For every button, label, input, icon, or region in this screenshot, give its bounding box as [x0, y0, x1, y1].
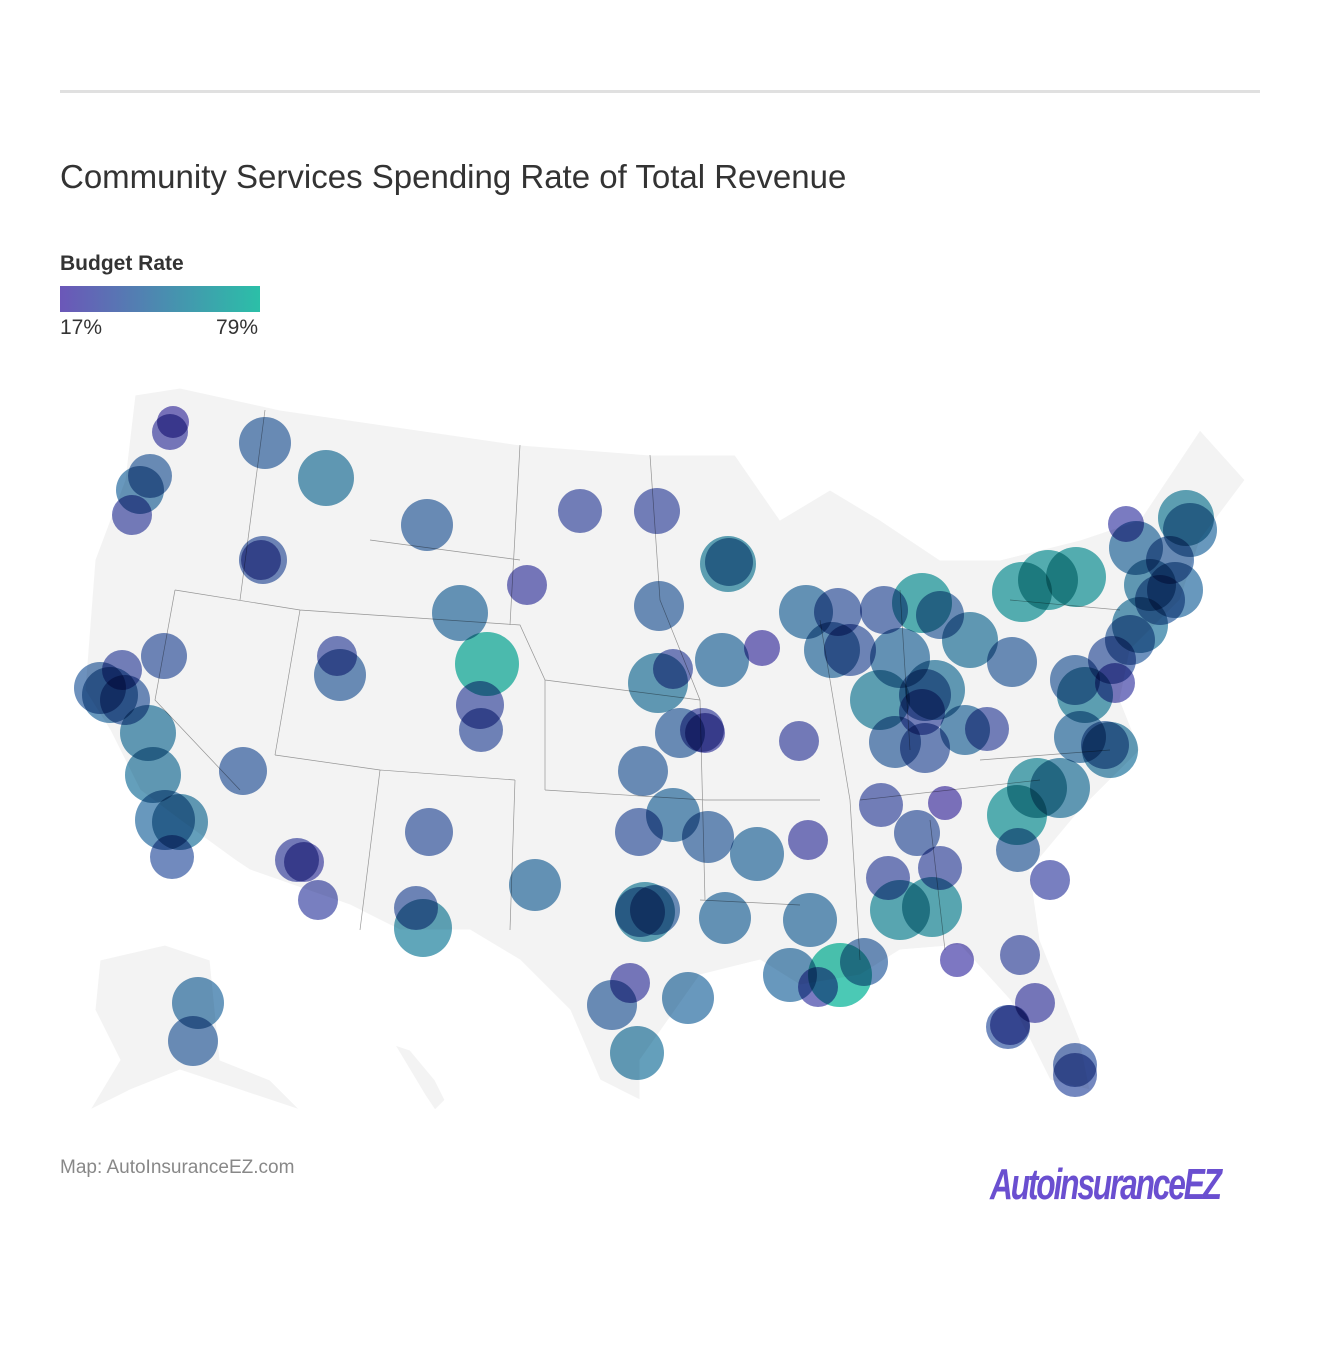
city-bubble[interactable] [507, 565, 547, 605]
city-bubble[interactable] [405, 808, 453, 856]
city-bubble[interactable] [859, 783, 903, 827]
city-bubble[interactable] [788, 820, 828, 860]
city-bubble[interactable] [239, 417, 291, 469]
city-bubble[interactable] [141, 633, 187, 679]
city-bubble[interactable] [902, 877, 962, 937]
city-bubble[interactable] [1046, 547, 1106, 607]
city-bubble[interactable] [662, 972, 714, 1024]
city-bubble[interactable] [900, 723, 950, 773]
city-bubble[interactable] [509, 859, 561, 911]
city-bubble[interactable] [112, 495, 152, 535]
city-bubble[interactable] [730, 827, 784, 881]
legend-color-bar [60, 286, 260, 312]
divider [60, 90, 1260, 93]
city-bubble[interactable] [618, 746, 668, 796]
city-bubble[interactable] [558, 489, 602, 533]
city-bubble[interactable] [685, 713, 725, 753]
city-bubble[interactable] [630, 885, 680, 935]
map-source: Map: AutoInsuranceEZ.com [60, 1157, 295, 1178]
city-bubble[interactable] [152, 414, 188, 450]
city-bubble[interactable] [1057, 667, 1113, 723]
city-bubble[interactable] [219, 747, 267, 795]
city-bubble[interactable] [394, 899, 452, 957]
city-bubble[interactable] [990, 1005, 1030, 1045]
city-bubble[interactable] [699, 892, 751, 944]
city-bubble[interactable] [610, 1026, 664, 1080]
brand-logo: AutoinsuranceEZ [990, 1160, 1222, 1209]
legend-max-label: 79% [216, 316, 259, 339]
city-bubble[interactable] [150, 835, 194, 879]
city-bubble[interactable] [682, 811, 734, 863]
city-bubble[interactable] [120, 705, 176, 761]
city-bubble[interactable] [587, 980, 637, 1030]
city-bubble[interactable] [239, 536, 287, 584]
city-bubble[interactable] [284, 842, 324, 882]
city-bubble[interactable] [942, 612, 998, 668]
city-bubble[interactable] [850, 670, 910, 730]
city-bubble[interactable] [940, 943, 974, 977]
city-bubble[interactable] [168, 1016, 218, 1066]
city-bubble[interactable] [314, 649, 366, 701]
city-bubble[interactable] [779, 721, 819, 761]
city-bubble[interactable] [628, 653, 688, 713]
page-title: Community Services Spending Rate of Tota… [60, 158, 847, 195]
city-bubble[interactable] [1053, 1053, 1097, 1097]
city-bubble[interactable] [432, 585, 488, 641]
city-bubble[interactable] [634, 581, 684, 631]
city-bubble[interactable] [455, 632, 519, 696]
city-bubble[interactable] [298, 880, 338, 920]
city-bubble[interactable] [1030, 758, 1090, 818]
city-bubble[interactable] [401, 499, 453, 551]
legend-min-label: 17% [60, 316, 103, 339]
city-bubble[interactable] [298, 450, 354, 506]
city-bubble[interactable] [1081, 721, 1129, 769]
city-bubble[interactable] [824, 624, 876, 676]
city-bubble[interactable] [705, 538, 753, 586]
city-bubble[interactable] [1030, 860, 1070, 900]
city-bubble[interactable] [840, 938, 888, 986]
city-bubble[interactable] [1000, 935, 1040, 975]
city-bubble[interactable] [744, 630, 780, 666]
city-bubble[interactable] [634, 488, 680, 534]
city-bubble[interactable] [172, 977, 224, 1029]
city-bubble[interactable] [798, 967, 838, 1007]
city-bubble[interactable] [695, 633, 749, 687]
city-bubble[interactable] [987, 637, 1037, 687]
city-bubble[interactable] [125, 747, 181, 803]
city-bubble[interactable] [965, 707, 1009, 751]
city-bubble[interactable] [783, 893, 837, 947]
city-bubble[interactable] [894, 810, 940, 856]
bubble-layer [74, 406, 1217, 1097]
hawaii-shape [393, 1044, 446, 1111]
legend-title: Budget Rate [60, 252, 184, 275]
city-bubble[interactable] [928, 786, 962, 820]
city-bubble[interactable] [459, 708, 503, 752]
